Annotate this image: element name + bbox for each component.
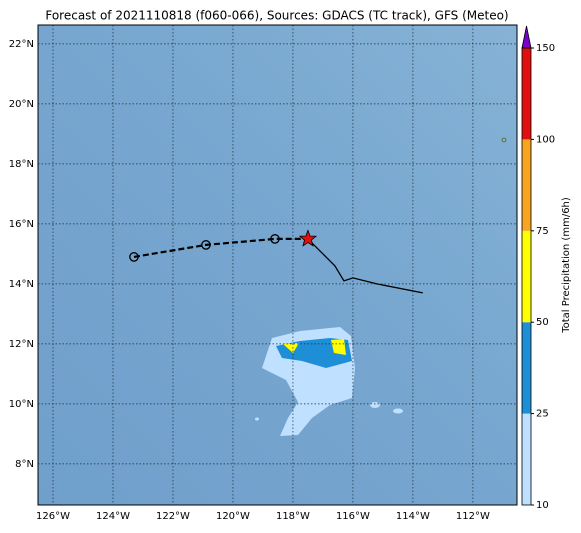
colorbar-tick-label: 25 (536, 409, 549, 420)
y-tick-label: 20°N (9, 99, 34, 110)
y-tick-label: 14°N (9, 279, 34, 290)
x-tick-label: 124°W (96, 511, 130, 522)
chart-title: Forecast of 2021110818 (f060-066), Sourc… (45, 9, 508, 23)
map-frame (37, 24, 518, 506)
precipitation (255, 137, 507, 436)
x-tick-label: 126°W (36, 511, 70, 522)
observed-track (307, 238, 423, 294)
track-point (129, 252, 139, 262)
precip-area (331, 339, 346, 355)
x-tick-label: 114°W (396, 511, 430, 522)
colorbar-tick-label: 50 (536, 317, 549, 328)
current-position (298, 229, 318, 247)
colorbar-extension (521, 25, 532, 49)
y-tick-label: 10°N (9, 399, 34, 410)
y-tick-label: 22°N (9, 39, 34, 50)
colorbar-segment (522, 322, 531, 414)
precip-area (255, 417, 259, 421)
colorbar-segment (522, 139, 531, 231)
x-tick-label: 120°W (216, 511, 250, 522)
ocean (38, 25, 517, 505)
x-tick-label: 112°W (456, 511, 490, 522)
y-tick-label: 18°N (9, 159, 34, 170)
precip-area (283, 343, 299, 353)
forecast-track (133, 237, 308, 258)
colorbar-tick-label: 75 (536, 226, 549, 237)
precip-area (393, 408, 403, 414)
colorbar-tick-label: 100 (536, 134, 555, 145)
track-point (270, 234, 280, 244)
colorbar-label: Total Precipitation (mm/6h) (561, 197, 572, 334)
colorbar-segment (522, 413, 531, 505)
colorbar-tick-label: 150 (536, 43, 555, 54)
island (501, 137, 507, 143)
y-tick-label: 16°N (9, 219, 34, 230)
y-tick-label: 8°N (15, 459, 34, 470)
colorbar-segment (522, 48, 531, 140)
precip-area (370, 402, 380, 408)
x-tick-label: 122°W (156, 511, 190, 522)
x-tick-label: 116°W (336, 511, 370, 522)
colorbar-tick-label: 10 (536, 500, 549, 511)
x-tick-label: 118°W (276, 511, 310, 522)
colorbar-frame (521, 47, 532, 506)
y-tick-label: 12°N (9, 339, 34, 350)
colorbar-segment (522, 230, 531, 323)
track-point (201, 240, 211, 250)
